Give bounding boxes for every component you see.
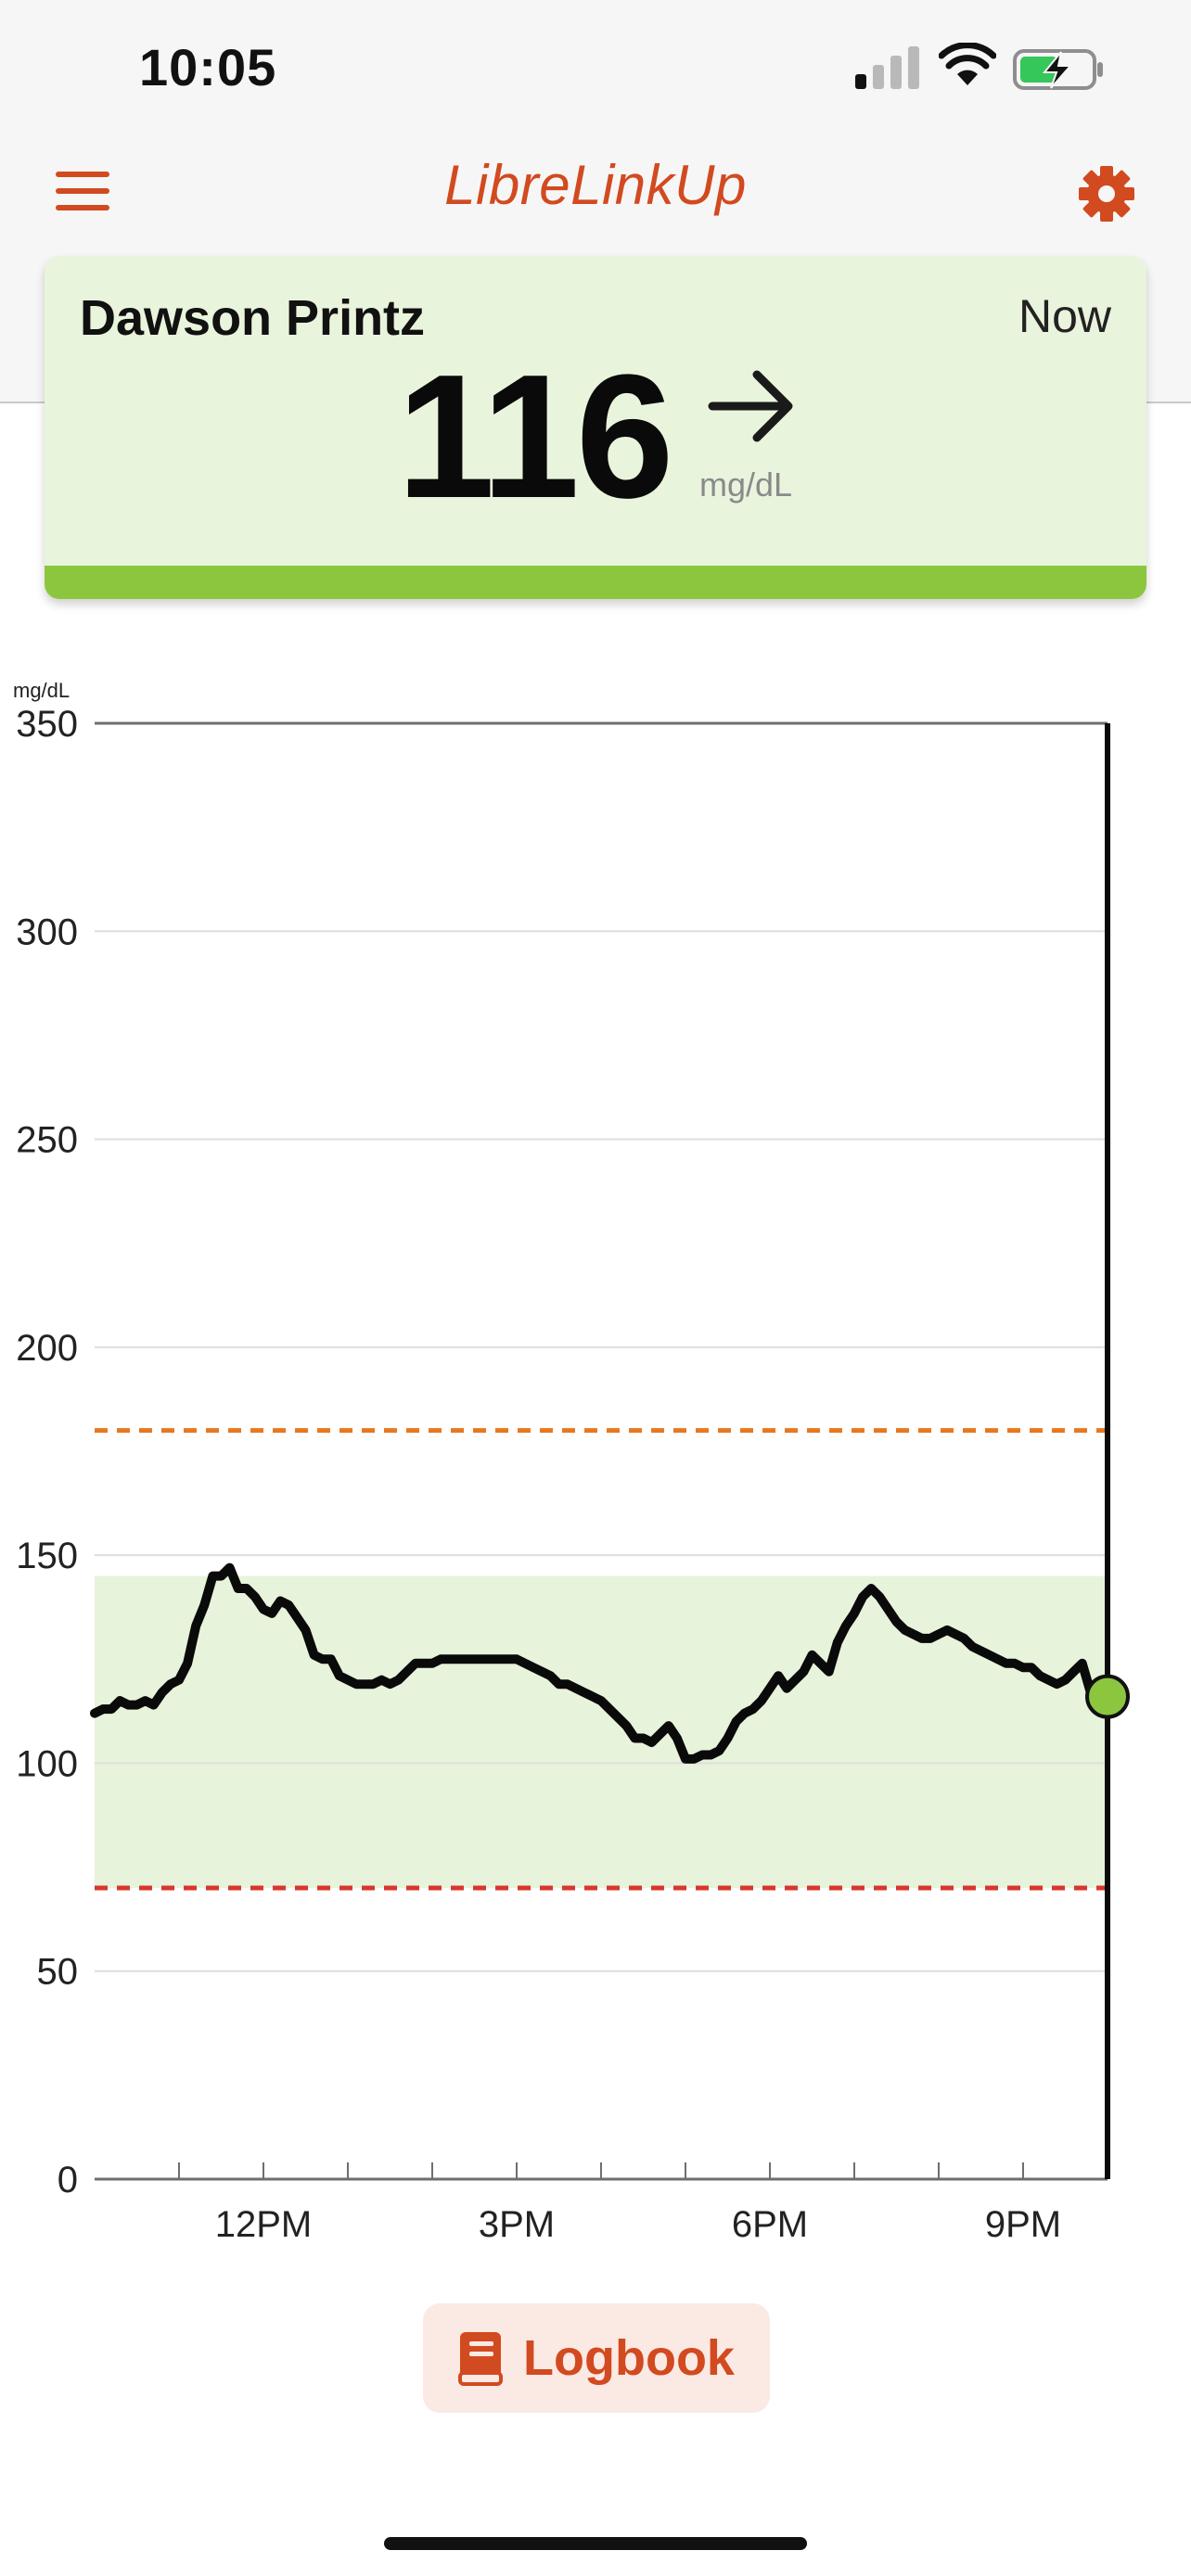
- home-indicator[interactable]: [384, 2537, 807, 2550]
- status-time: 10:05: [139, 38, 277, 96]
- x-tick-label: 6PM: [732, 2204, 808, 2245]
- y-tick-label: 50: [37, 1952, 79, 1993]
- y-axis-unit-label: mg/dL: [13, 679, 70, 702]
- current-reading-point: [1085, 1674, 1130, 1719]
- glucose-series-line: [90, 1562, 1112, 1764]
- y-tick-label: 350: [16, 704, 78, 745]
- logbook-button[interactable]: Logbook: [423, 2303, 770, 2413]
- x-tick-label: 12PM: [215, 2204, 313, 2245]
- glucose-reading-card[interactable]: Dawson Printz Now 116 mg/dL: [45, 256, 1146, 599]
- arrow-right-icon: [708, 370, 793, 442]
- battery-charging-icon: [1013, 49, 1103, 90]
- reading-time: Now: [1018, 290, 1111, 342]
- x-tick-label: 3PM: [479, 2204, 555, 2245]
- y-tick-label: 0: [58, 2160, 78, 2200]
- y-tick-label: 250: [16, 1120, 78, 1161]
- target-range-band: [95, 1575, 1108, 1888]
- y-tick-label: 150: [16, 1536, 78, 1576]
- status-color-bar: [45, 566, 1146, 599]
- gear-icon[interactable]: [1078, 165, 1135, 223]
- signal-icon: [855, 46, 919, 89]
- book-icon: [458, 2332, 504, 2386]
- x-tick-label: 9PM: [985, 2204, 1061, 2245]
- y-tick-label: 100: [16, 1743, 78, 1784]
- glucose-unit: mg/dL: [699, 465, 793, 504]
- wifi-icon: [939, 43, 996, 85]
- patient-name: Dawson Printz: [80, 290, 426, 346]
- glucose-value: 116: [397, 338, 674, 535]
- logbook-label: Logbook: [523, 2330, 735, 2386]
- status-bar: 10:05: [0, 0, 1191, 139]
- y-tick-label: 300: [16, 912, 78, 952]
- menu-icon[interactable]: [56, 170, 111, 212]
- y-tick-label: 200: [16, 1328, 78, 1369]
- app-title: LibreLinkUp: [444, 154, 747, 216]
